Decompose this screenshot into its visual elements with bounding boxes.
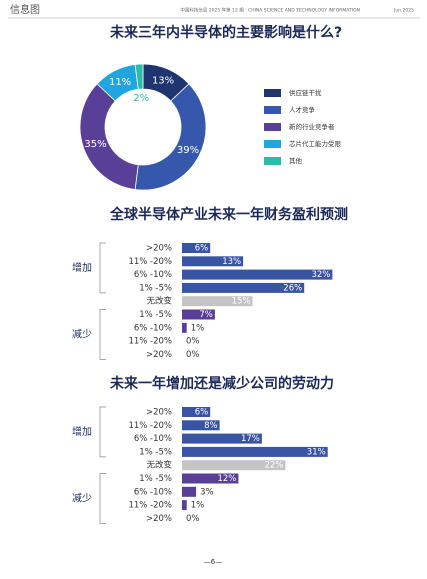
legend-swatch	[264, 123, 281, 131]
category-label: >20%	[146, 408, 172, 418]
category-label: >20%	[146, 350, 172, 360]
date: Jun.2025	[393, 8, 414, 14]
value-label: 3%	[200, 487, 214, 497]
group-label: 增加	[72, 425, 92, 438]
category-label: 11% -20%	[128, 501, 172, 511]
legend-label: 其他	[289, 156, 303, 165]
category-label: >20%	[146, 514, 172, 524]
category-label: 11% -20%	[128, 337, 172, 347]
bar	[182, 460, 286, 471]
slice-label: 35%	[84, 139, 106, 150]
bar	[182, 269, 333, 280]
value-label: 0%	[186, 337, 200, 347]
group-label: 增加	[72, 261, 92, 274]
legend-label: 供应链干扰	[289, 88, 322, 97]
category-label: 6% -10%	[134, 434, 172, 444]
chart-title: 未来三年内半导体的主要影响是什么?	[110, 24, 342, 41]
bar	[182, 243, 211, 253]
chart-title: 未来一年增加还是减少公司的劳动力	[110, 375, 334, 392]
legend-label: 新的行业竞争者	[289, 122, 335, 131]
category-label: 11% -20%	[128, 421, 172, 431]
value-label: 26%	[283, 283, 302, 293]
category-label: 1% -5%	[139, 447, 172, 457]
value-label: 6%	[195, 244, 209, 254]
category-label: >20%	[146, 244, 172, 254]
chart-title: 全球半导体产业未来一年财务盈利预测	[109, 206, 348, 223]
donut-slice	[134, 63, 144, 90]
legend-swatch	[264, 106, 281, 114]
value-label: 32%	[311, 270, 330, 280]
value-label: 12%	[217, 474, 236, 484]
value-label: 6%	[195, 408, 209, 418]
group-label: 减少	[72, 492, 92, 504]
group-bracket	[99, 242, 106, 294]
group-label: 减少	[72, 328, 92, 340]
value-label: 17%	[241, 434, 260, 444]
bar	[182, 282, 305, 293]
category-label: 1% -5%	[139, 474, 172, 484]
bar	[182, 407, 211, 417]
category-label: 无改变	[146, 460, 172, 471]
group-bracket	[99, 309, 106, 360]
legend-swatch	[264, 140, 281, 148]
legend-label: 人才竞争	[289, 105, 316, 114]
bar	[182, 309, 215, 320]
bar	[182, 446, 328, 457]
value-label: 15%	[232, 297, 251, 307]
publication: 中国科技信息 2025 年第 12 期 · CHINA SCIENCE AND …	[180, 7, 360, 14]
bar	[182, 296, 253, 307]
bar	[182, 500, 187, 511]
donut-slice	[79, 83, 139, 190]
category-label: 11% -20%	[128, 257, 172, 267]
legend-swatch	[264, 89, 281, 97]
category-label: 1% -5%	[139, 310, 172, 320]
value-label: 31%	[307, 447, 326, 457]
donut-slice	[134, 83, 207, 191]
slice-label: 11%	[109, 77, 131, 88]
section-label: 信息图	[10, 3, 40, 16]
category-label: 1% -5%	[139, 283, 172, 293]
value-label: 8%	[204, 421, 218, 431]
value-label: 13%	[222, 257, 241, 267]
slice-label: 2%	[133, 93, 149, 104]
bar	[182, 486, 197, 497]
category-label: 6% -10%	[134, 270, 172, 280]
value-label: 7%	[199, 310, 213, 320]
bar	[182, 433, 262, 444]
category-label: 无改变	[146, 296, 172, 307]
slice-label: 39%	[177, 145, 199, 156]
value-label: 1%	[191, 323, 205, 333]
category-label: 6% -10%	[134, 323, 172, 333]
legend-swatch	[264, 157, 281, 165]
page-number: —6—	[204, 558, 222, 566]
value-label: 0%	[186, 350, 200, 360]
bar	[182, 473, 239, 484]
value-label: 22%	[264, 461, 283, 471]
value-label: 1%	[191, 501, 205, 511]
group-bracket	[99, 473, 106, 524]
slice-label: 13%	[152, 76, 174, 87]
category-label: 6% -10%	[134, 487, 172, 497]
bar	[182, 420, 220, 431]
group-bracket	[99, 406, 106, 458]
bar	[182, 256, 244, 267]
legend-label: 芯片代工能力受限	[289, 139, 342, 148]
value-label: 0%	[186, 514, 200, 524]
bar	[182, 322, 187, 333]
